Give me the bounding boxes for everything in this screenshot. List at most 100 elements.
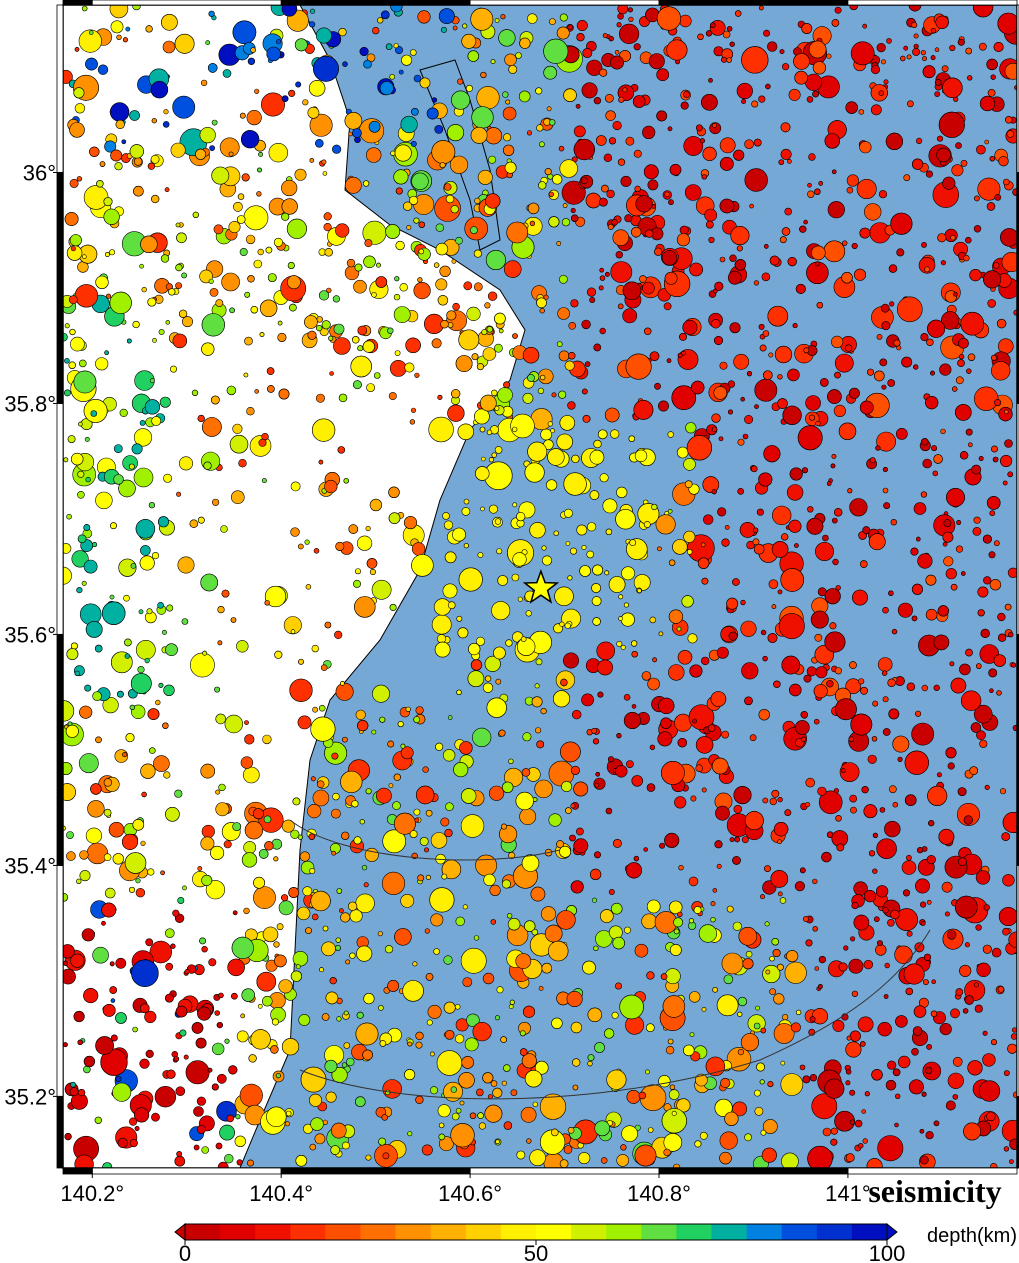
colorbar-swatch [465,1224,502,1240]
quake-dot [1004,603,1012,611]
quake-dot [181,618,189,625]
quake-dot [679,14,692,28]
quake-dot [846,174,860,187]
quake-dot [63,762,73,775]
quake-dot [737,438,745,446]
quake-dot [400,894,415,908]
quake-dot [517,596,523,602]
quake-dot [330,808,341,819]
quake-dot [96,180,104,188]
quake-dot [165,962,174,971]
quake-dot [290,629,296,634]
quake-dot [211,1083,219,1091]
quake-dot [979,739,988,748]
quake-dot [211,119,218,126]
quake-dot [365,1154,372,1161]
quake-dot [124,653,131,659]
quake-dot [913,502,927,515]
quake-dot [705,1056,726,1077]
quake-dot [435,742,444,751]
quake-dot [494,446,503,454]
quake-dot [709,22,716,29]
quake-dot [603,153,613,163]
quake-dot [330,1122,347,1139]
quake-dot [622,87,628,93]
quake-dot [592,738,600,745]
quake-dot [771,937,779,946]
quake-dot [615,509,636,530]
quake-dot [657,546,662,552]
quake-dot [950,1008,960,1019]
quake-dot [600,1157,608,1164]
quake-dot [767,305,789,327]
quake-dot [781,533,789,541]
quake-dot [66,851,76,861]
quake-dot [263,815,272,824]
quake-dot [435,223,444,232]
quake-dot [780,1060,786,1066]
quake-dot [978,456,984,461]
quake-dot [316,325,323,332]
quake-dot [424,847,429,853]
quake-dot [68,361,76,369]
frame-band [56,634,64,866]
quake-dot [858,1143,864,1149]
quake-dot [253,876,265,889]
quake-dot [151,416,162,426]
quake-dot [950,677,967,694]
quake-dot [527,441,548,462]
quake-dot [630,640,638,647]
quake-dot [492,1087,503,1098]
quake-dot [131,443,143,455]
quake-dot [594,1120,611,1137]
quake-dot [746,540,755,550]
quake-dot [967,353,976,361]
quake-dot [964,942,971,948]
colorbar-swatch [325,1224,361,1240]
quake-dot [228,151,234,157]
quake-dot [474,197,481,204]
quake-dot [486,326,493,333]
quake-dot [856,179,877,200]
quake-dot [721,56,728,63]
quake-dot [779,897,787,904]
quake-dot [241,988,255,1002]
quake-dot [794,720,810,735]
quake-dot [873,370,885,382]
quake-dot [415,1041,423,1049]
quake-dot [434,195,461,222]
quake-dot [936,772,942,778]
quake-dot [872,832,879,839]
quake-dot [340,681,345,686]
quake-dot [628,435,635,442]
quake-dot [802,915,809,922]
quake-dot [437,1104,451,1118]
quake-dot [805,777,816,788]
quake-dot [784,961,807,984]
quake-dot [145,938,154,947]
x-tick-label: 140.6° [438,1181,502,1206]
quake-dot [568,321,577,330]
quake-dot [976,962,991,977]
quake-dot [576,827,584,836]
quake-dot [412,961,418,967]
quake-dot [450,1086,457,1093]
quake-dot [336,888,343,894]
quake-dot [831,453,837,459]
quake-dot [926,854,936,865]
quake-dot [972,527,982,536]
quake-dot [163,109,169,115]
quake-dot [122,37,128,43]
quake-dot [608,137,617,145]
quake-dot [933,1120,940,1127]
quake-dot [112,1082,132,1102]
quake-dot [305,927,312,934]
quake-dot [848,387,860,399]
quake-dot [508,65,518,74]
quake-dot [183,1054,189,1060]
quake-dot [380,10,390,20]
quake-dot [604,570,610,576]
quake-dot [618,23,640,45]
quake-dot [878,190,888,199]
quake-dot [425,809,433,817]
